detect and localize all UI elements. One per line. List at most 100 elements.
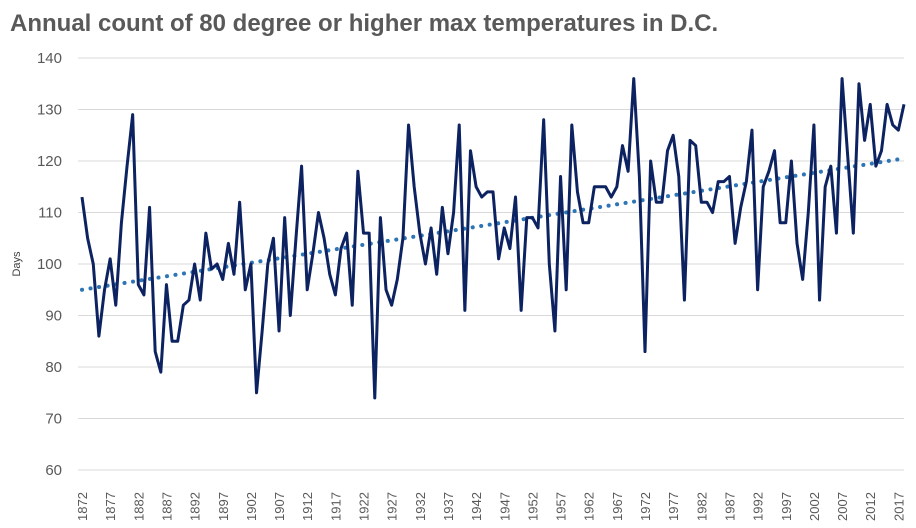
data-point xyxy=(604,185,608,189)
data-point xyxy=(637,174,641,178)
data-point xyxy=(885,102,889,106)
data-point xyxy=(91,262,95,266)
x-tick-label: 2012 xyxy=(863,492,878,521)
data-point xyxy=(333,293,337,297)
data-point xyxy=(643,350,647,354)
data-point xyxy=(581,221,585,225)
data-point xyxy=(271,236,275,240)
x-tick-label: 1887 xyxy=(159,492,174,521)
y-axis-ticks: 60 70 80 90 100 110 120 130 140 xyxy=(37,50,62,479)
x-tick-label: 1917 xyxy=(328,492,343,521)
data-point xyxy=(463,308,467,312)
data-point xyxy=(784,221,788,225)
x-tick-label: 1982 xyxy=(694,492,709,521)
data-point xyxy=(316,211,320,215)
data-point xyxy=(671,133,675,137)
data-point xyxy=(260,329,264,333)
data-point xyxy=(204,231,208,235)
data-point xyxy=(879,149,883,153)
data-point xyxy=(773,149,777,153)
data-point xyxy=(198,298,202,302)
data-point xyxy=(187,298,191,302)
y-tick-label: 140 xyxy=(37,50,62,67)
data-point xyxy=(801,277,805,281)
x-axis-ticks: 1872 1877 1882 1887 1892 1897 1902 1907 1912 1917… xyxy=(75,492,906,521)
y-tick-label: 130 xyxy=(37,102,62,119)
data-point xyxy=(795,241,799,245)
x-tick-label: 1952 xyxy=(525,492,540,521)
x-tick-label: 1962 xyxy=(582,492,597,521)
data-point xyxy=(238,200,242,204)
data-point xyxy=(857,82,861,86)
data-point xyxy=(378,216,382,220)
data-point xyxy=(502,226,506,230)
data-point xyxy=(733,241,737,245)
x-tick-label: 1897 xyxy=(216,492,231,521)
data-point xyxy=(739,205,743,209)
x-tick-label: 2002 xyxy=(807,492,822,521)
data-point xyxy=(176,339,180,343)
y-tick-label: 110 xyxy=(38,205,62,222)
data-point xyxy=(215,262,219,266)
series-line xyxy=(80,77,906,400)
data-point xyxy=(440,205,444,209)
data-point xyxy=(373,396,377,400)
data-point xyxy=(620,144,624,148)
data-point xyxy=(119,221,123,225)
data-point xyxy=(131,113,135,117)
data-point xyxy=(530,216,534,220)
data-point xyxy=(564,288,568,292)
data-point xyxy=(868,102,872,106)
data-point xyxy=(553,329,557,333)
x-tick-label: 1922 xyxy=(357,492,372,521)
data-point xyxy=(874,164,878,168)
data-point xyxy=(384,288,388,292)
data-point xyxy=(452,211,456,215)
data-point xyxy=(519,308,523,312)
data-point xyxy=(491,190,495,194)
data-point xyxy=(823,185,827,189)
data-point xyxy=(294,236,298,240)
data-point xyxy=(401,236,405,240)
data-point xyxy=(851,231,855,235)
data-point xyxy=(592,185,596,189)
data-point xyxy=(727,174,731,178)
data-point xyxy=(221,277,225,281)
data-point xyxy=(750,128,754,132)
data-point xyxy=(339,247,343,251)
data-point xyxy=(407,123,411,127)
data-point xyxy=(345,231,349,235)
data-point xyxy=(429,226,433,230)
chart-title: Annual count of 80 degree or higher max … xyxy=(10,10,719,37)
data-point xyxy=(660,200,664,204)
data-point xyxy=(80,195,84,199)
data-point xyxy=(497,257,501,261)
data-point xyxy=(649,159,653,163)
data-point xyxy=(395,277,399,281)
data-point xyxy=(288,314,292,318)
y-tick-label: 90 xyxy=(45,308,62,325)
data-point xyxy=(97,334,101,338)
data-point xyxy=(778,221,782,225)
data-point xyxy=(435,272,439,276)
x-tick-label: 1957 xyxy=(554,492,569,521)
y-tick-label: 100 xyxy=(37,256,62,273)
y-tick-label: 60 xyxy=(45,462,62,479)
data-point xyxy=(164,283,168,287)
data-point xyxy=(598,185,602,189)
x-tick-label: 1967 xyxy=(610,492,625,521)
x-tick-label: 1902 xyxy=(244,492,259,521)
data-point xyxy=(547,262,551,266)
data-point xyxy=(446,252,450,256)
data-point xyxy=(125,164,129,168)
data-point xyxy=(570,123,574,127)
x-tick-label: 2017 xyxy=(891,492,906,521)
data-point xyxy=(863,138,867,142)
x-tick-label: 1977 xyxy=(666,492,681,521)
data-point xyxy=(632,77,636,81)
data-point xyxy=(767,169,771,173)
x-tick-label: 1992 xyxy=(751,492,766,521)
x-tick-label: 1987 xyxy=(722,492,737,521)
x-tick-label: 1912 xyxy=(300,492,315,521)
